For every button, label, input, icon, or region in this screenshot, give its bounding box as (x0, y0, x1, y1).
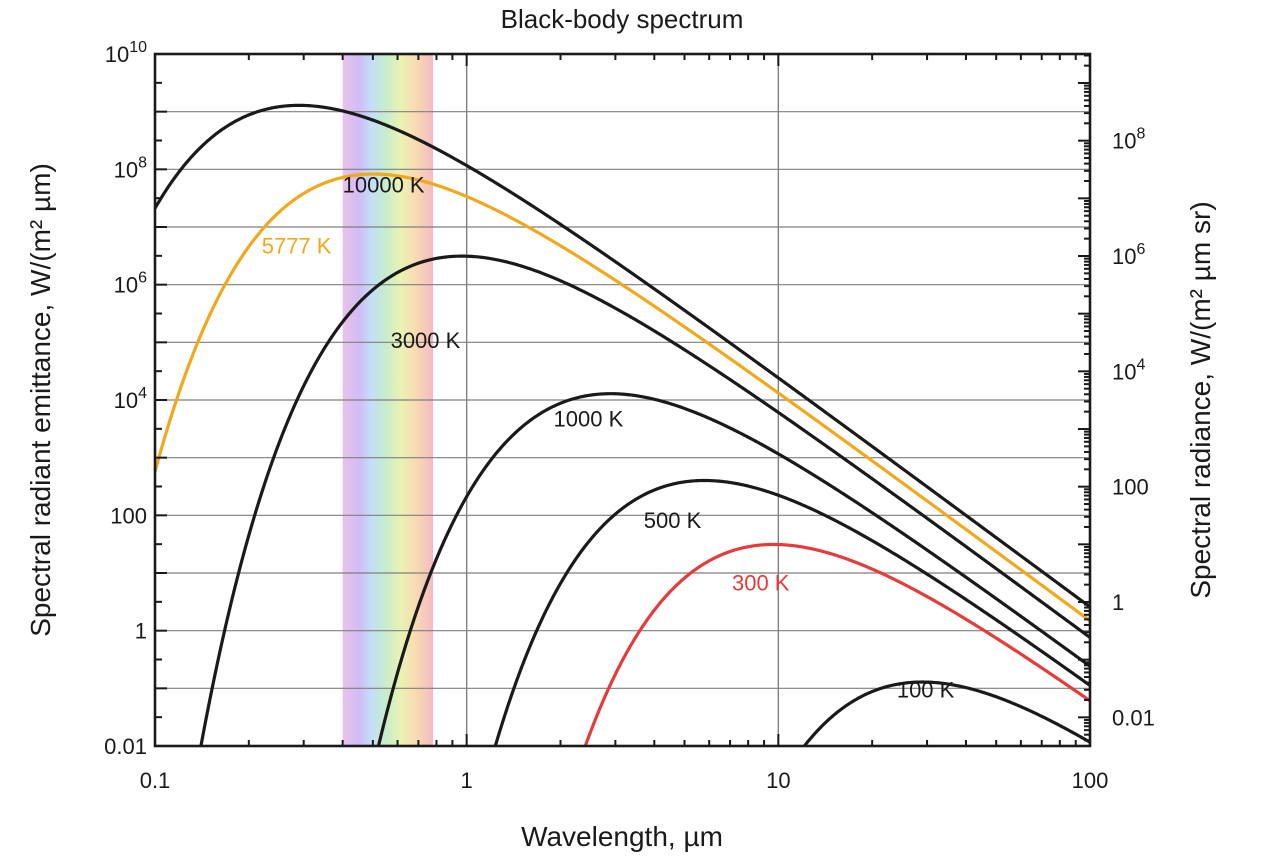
y-tick-label-right: 104 (1112, 356, 1145, 384)
x-axis-title: Wavelength, µm (521, 821, 723, 852)
curve-5777k (155, 172, 1090, 623)
x-tick-labels: 0.1 1 10 100 (140, 768, 1109, 793)
x-tick-label: 1 (461, 768, 473, 793)
y-tick-label-left: 0.01 (104, 734, 147, 759)
curve-labels: 10000 K 5777 K 3000 K 1000 K 500 K 300 K 100 K (262, 172, 955, 702)
y-tick-label-right: 106 (1112, 241, 1145, 269)
curve-label-10000k: 10000 K (343, 172, 425, 197)
curve-label-300k: 300 K (732, 570, 790, 595)
y-tick-labels-right: 0.01 1 100 104 106 108 (1112, 126, 1155, 731)
x-tick-label: 100 (1072, 768, 1109, 793)
curve-10000k (155, 103, 1090, 609)
curve-label-1000k: 1000 K (554, 406, 624, 431)
curve-1000k (376, 392, 1090, 746)
y-tick-label-left: 108 (114, 154, 147, 182)
y-tick-label-right: 108 (1112, 126, 1145, 154)
curve-300k (583, 542, 1090, 746)
y-tick-labels-left: 0.01 1 100 104 106 108 1010 (104, 39, 147, 759)
y-tick-label-left: 100 (110, 503, 147, 528)
y-tick-label-left: 106 (114, 270, 147, 298)
y-tick-label-right: 100 (1112, 475, 1149, 500)
x-tick-label: 0.1 (140, 768, 171, 793)
y-tick-label-left: 1 (135, 619, 147, 644)
axis-ticks (154, 53, 1091, 747)
y-axis-title-left: Spectral radiant emittance, W/(m² µm) (25, 163, 56, 637)
y-tick-label-right: 0.01 (1112, 705, 1155, 730)
curve-500k (493, 478, 1090, 746)
curve-label-5777k: 5777 K (262, 233, 332, 258)
chart-title: Black-body spectrum (501, 4, 744, 34)
curve-label-100k: 100 K (897, 677, 955, 702)
y-tick-label-left: 104 (114, 385, 147, 413)
y-tick-label-left: 1010 (105, 39, 147, 67)
curve-label-500k: 500 K (644, 508, 702, 533)
y-tick-label-right: 1 (1112, 590, 1124, 615)
curve-label-3000k: 3000 K (391, 328, 461, 353)
curves (155, 103, 1090, 746)
x-tick-label: 10 (766, 768, 790, 793)
curve-100k (802, 680, 1090, 746)
curve-3000k (199, 254, 1090, 746)
y-axis-title-right: Spectral radiance, W/(m² µm sr) (1185, 201, 1216, 598)
